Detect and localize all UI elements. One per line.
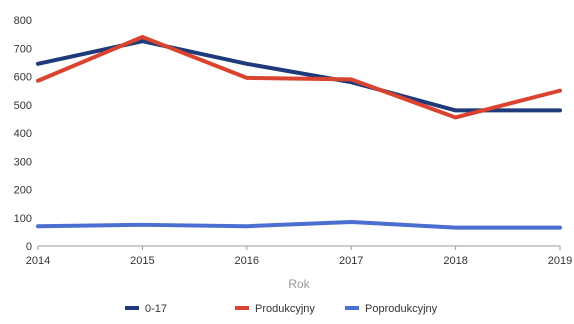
series-lines <box>36 34 562 230</box>
y-tick-label: 500 <box>14 100 32 112</box>
y-tick-label: 300 <box>14 156 32 168</box>
y-tick-label: 700 <box>14 43 32 55</box>
x-tick-label: 2017 <box>339 255 363 267</box>
x-axis-title: Rok <box>288 277 310 291</box>
series-line-0 <box>36 39 562 113</box>
x-tick-label: 2018 <box>443 255 467 267</box>
x-tick-label: 2014 <box>26 255 50 267</box>
legend-label: Produkcyjny <box>255 303 315 315</box>
y-tick-label: 600 <box>14 72 32 84</box>
x-axis-ticks: 2014 2015 2016 2017 2018 2019 <box>26 246 572 267</box>
x-tick-label: 2019 <box>548 255 572 267</box>
y-tick-label: 200 <box>14 185 32 197</box>
y-tick-label: 0 <box>26 241 32 253</box>
legend-label: 0-17 <box>145 303 167 315</box>
x-tick-label: 2015 <box>130 255 154 267</box>
y-axis-ticks: 0 100 200 300 400 500 600 700 800 <box>14 15 32 253</box>
legend: 0-17 Produkcyjny Poprodukcyjny <box>125 303 438 315</box>
y-tick-label: 800 <box>14 15 32 27</box>
series-line-2 <box>36 219 562 230</box>
y-tick-label: 400 <box>14 128 32 140</box>
legend-label: Poprodukcyjny <box>365 303 438 315</box>
series-line-1 <box>36 34 562 120</box>
y-tick-label: 100 <box>14 213 32 225</box>
x-tick-label: 2016 <box>235 255 259 267</box>
